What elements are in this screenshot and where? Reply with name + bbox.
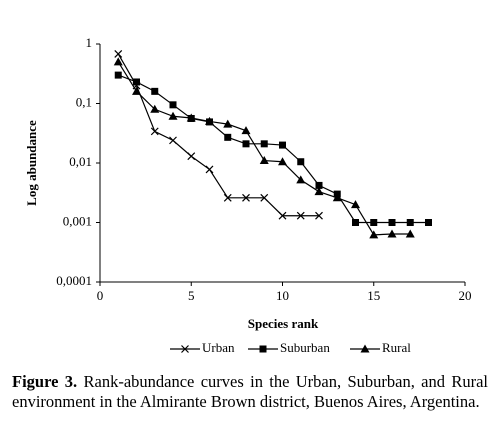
marker bbox=[150, 104, 160, 113]
marker bbox=[114, 71, 122, 79]
marker bbox=[169, 136, 177, 145]
marker bbox=[132, 86, 141, 95]
series-line bbox=[117, 61, 411, 236]
marker bbox=[314, 187, 324, 196]
marker bbox=[387, 229, 397, 238]
x-tick-label: 20 bbox=[459, 288, 472, 303]
caption-text: Rank-abundance curves in the Urban, Subu… bbox=[12, 372, 488, 411]
marker bbox=[278, 157, 287, 166]
marker bbox=[205, 116, 214, 125]
marker bbox=[369, 230, 379, 239]
marker bbox=[168, 111, 178, 120]
y-tick-label: 0,1 bbox=[76, 94, 92, 109]
x-axis-title: Species rank bbox=[248, 316, 319, 331]
y-tick-label: 0,001 bbox=[63, 213, 92, 228]
marker bbox=[315, 181, 323, 189]
marker bbox=[224, 133, 232, 141]
marker bbox=[133, 78, 140, 86]
legend-marker bbox=[181, 345, 189, 353]
marker bbox=[113, 57, 123, 66]
y-tick-label: 0,01 bbox=[69, 154, 92, 169]
marker bbox=[279, 141, 286, 149]
marker bbox=[388, 219, 396, 226]
marker bbox=[278, 211, 287, 220]
series-line bbox=[118, 74, 429, 224]
y-tick-label: 0,0001 bbox=[56, 273, 92, 288]
marker bbox=[241, 126, 251, 135]
marker bbox=[351, 200, 360, 209]
marker bbox=[297, 158, 305, 166]
legend-label: Rural bbox=[382, 340, 411, 355]
caption: Figure 3. Rank-abundance curves in the U… bbox=[12, 372, 488, 412]
marker bbox=[242, 140, 250, 148]
x-tick-label: 10 bbox=[276, 288, 289, 303]
marker bbox=[223, 119, 233, 128]
y-axis-title: Log abundance bbox=[24, 120, 39, 206]
marker bbox=[223, 193, 232, 202]
y-tick-label: 1 bbox=[86, 35, 93, 50]
marker bbox=[242, 193, 250, 202]
x-tick-label: 0 bbox=[97, 288, 104, 303]
marker bbox=[187, 152, 196, 161]
x-tick-label: 5 bbox=[188, 288, 195, 303]
marker bbox=[169, 101, 177, 109]
marker bbox=[352, 219, 359, 226]
marker bbox=[260, 193, 269, 202]
marker bbox=[205, 165, 214, 174]
legend-marker bbox=[259, 345, 267, 353]
legend-marker bbox=[360, 344, 370, 353]
chart: Log abundance Species rank 0,0001 0,001 0,… bbox=[24, 35, 472, 355]
marker bbox=[150, 127, 159, 136]
marker bbox=[315, 211, 323, 220]
marker bbox=[406, 219, 414, 226]
caption-label: Figure 3. bbox=[12, 372, 78, 391]
marker bbox=[296, 211, 305, 220]
marker bbox=[405, 229, 415, 238]
marker bbox=[332, 193, 342, 202]
series-line bbox=[117, 53, 319, 217]
legend-label: Urban bbox=[202, 340, 235, 355]
x-tick-label: 15 bbox=[367, 288, 380, 303]
legend-label: Suburban bbox=[280, 340, 330, 355]
marker bbox=[370, 219, 378, 226]
marker bbox=[259, 156, 269, 165]
marker bbox=[425, 219, 432, 226]
marker bbox=[114, 50, 123, 58]
marker bbox=[186, 113, 196, 122]
marker bbox=[260, 140, 268, 148]
marker bbox=[296, 175, 306, 184]
marker bbox=[151, 87, 159, 95]
